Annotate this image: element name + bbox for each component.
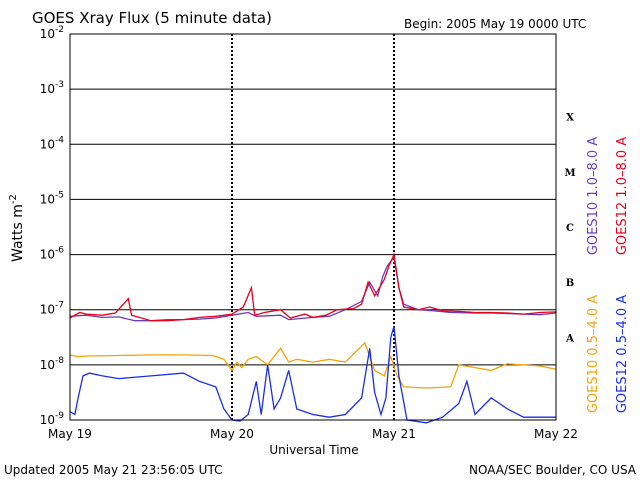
series-line-0	[69, 255, 557, 322]
y-tick-label: 10-4	[40, 135, 65, 151]
plot-frame	[69, 33, 557, 421]
y-tick-label: 10-3	[40, 80, 64, 96]
series-line-3	[69, 326, 556, 424]
credit-label: NOAA/SEC Boulder, CO USA	[469, 463, 637, 477]
y-axis-label: Watts m-2	[8, 194, 26, 262]
begin-label: Begin: 2005 May 19 0000 UTC	[404, 17, 586, 31]
y-axis-ticks: 10-2 10-3 10-4 10-5 10-6 10-7 10-8 10-9	[40, 25, 65, 427]
series-lines	[69, 252, 557, 424]
x-tick-label: May 19	[48, 427, 92, 441]
y-tick-label: 10-6	[40, 246, 65, 262]
flare-class-label: B	[566, 278, 574, 289]
x-tick-label: May 21	[372, 427, 416, 441]
flare-class-label: X	[566, 113, 574, 124]
flare-class-label: A	[565, 333, 574, 344]
series-line-2	[69, 341, 557, 389]
x-axis-ticks: May 19 May 20 May 21 May 22	[48, 427, 578, 441]
y-tick-label: 10-8	[40, 356, 65, 372]
flare-class-labels: X M C B A	[564, 113, 575, 345]
flare-class-label: M	[564, 168, 575, 179]
y-tick-label: 10-5	[40, 190, 64, 206]
x-tick-label: May 20	[210, 427, 254, 441]
chart-title: GOES Xray Flux (5 minute data)	[32, 9, 272, 27]
y-tick-label: 10-7	[40, 301, 64, 317]
grid-lines	[70, 33, 556, 421]
series-line-1	[69, 252, 557, 322]
legend-item-1: GOES12 1.0–8.0 A	[615, 137, 630, 255]
updated-label: Updated 2005 May 21 23:56:05 UTC	[4, 463, 222, 477]
legend: GOES10 1.0–8.0 A GOES12 1.0–8.0 A GOES10 0…	[586, 137, 630, 413]
flare-class-label: C	[566, 223, 574, 234]
y-tick-label: 10-2	[40, 25, 64, 41]
x-axis-label: Universal Time	[269, 443, 358, 457]
x-tick-label: May 22	[534, 427, 578, 441]
legend-item-3: GOES12 0.5–4.0 A	[615, 295, 630, 413]
y-axis-label-exponent: -2	[8, 194, 19, 204]
y-tick-label: 10-9	[40, 411, 65, 427]
legend-item-0: GOES10 1.0–8.0 A	[586, 137, 601, 255]
legend-item-2: GOES10 0.5–4.0 A	[586, 295, 601, 413]
